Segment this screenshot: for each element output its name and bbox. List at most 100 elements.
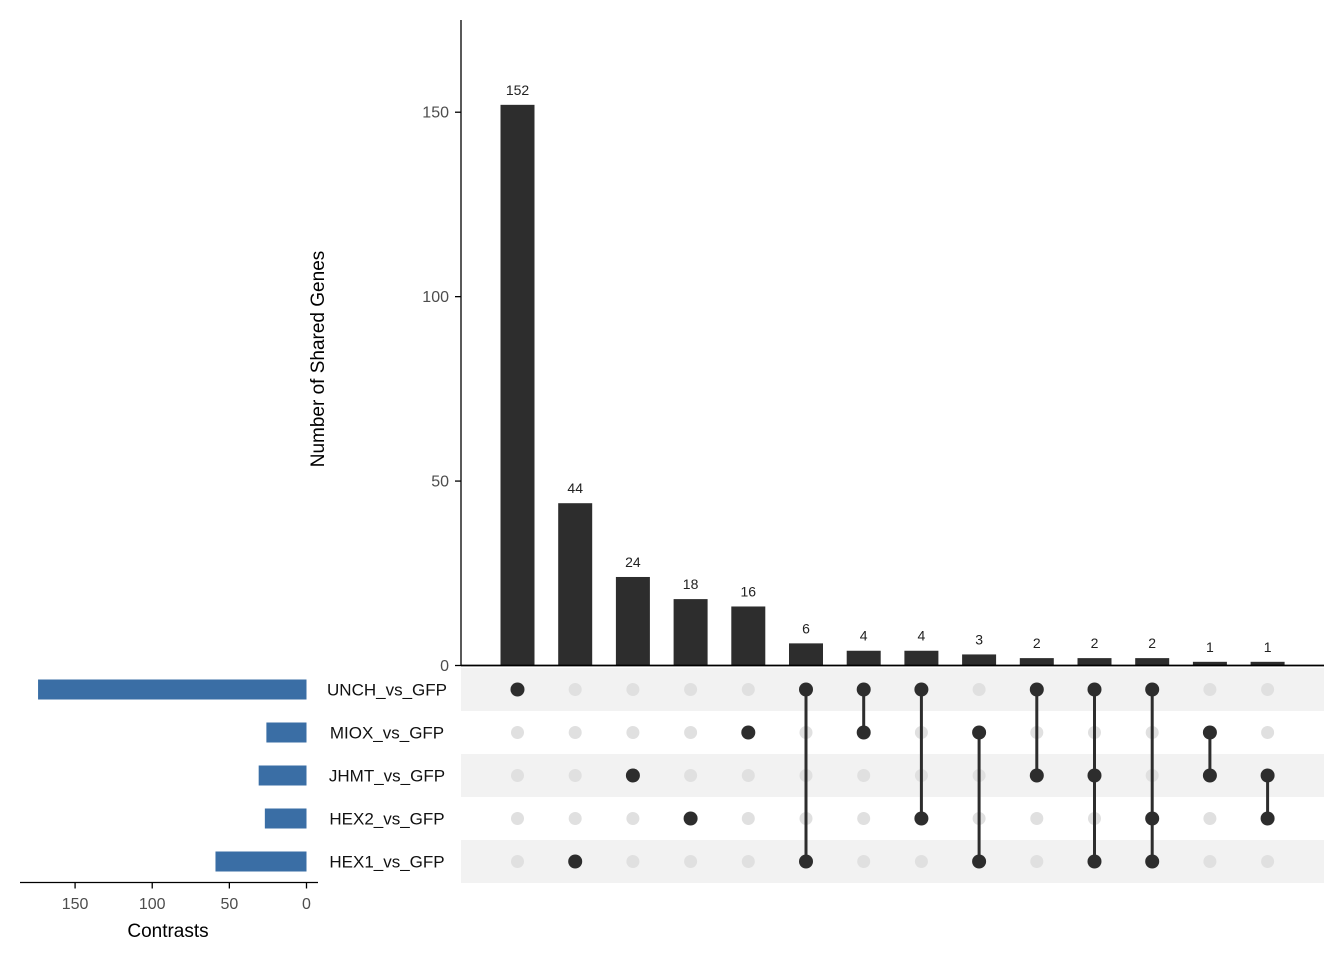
matrix-dot-active — [1202, 768, 1217, 783]
matrix-dot-inactive — [511, 769, 524, 782]
matrix-dot-inactive — [741, 683, 755, 696]
matrix-dot-inactive — [857, 855, 871, 868]
set-tick-label: 50 — [220, 896, 238, 913]
y-tick-label: 50 — [431, 474, 449, 491]
matrix-dot-inactive — [741, 812, 755, 825]
set-label: MIOX_vs_GFP — [330, 724, 444, 743]
intersection-bar — [1192, 661, 1227, 666]
matrix-dot-inactive — [626, 855, 640, 868]
matrix-dot-active — [510, 682, 525, 697]
matrix-dot-active — [972, 854, 987, 869]
intersection-bar — [500, 104, 535, 666]
set-label: JHMT_vs_GFP — [329, 767, 445, 786]
bar-value-label: 24 — [625, 554, 641, 570]
matrix-dot-active — [856, 725, 871, 740]
y-tick-label: 0 — [440, 658, 449, 675]
intersection-bar — [673, 599, 708, 666]
matrix-dot-inactive — [1261, 855, 1275, 868]
matrix-dot-inactive — [1203, 855, 1217, 868]
bar-value-label: 1 — [1206, 639, 1214, 655]
matrix-dot-inactive — [972, 683, 986, 696]
matrix-row-stripes — [461, 668, 1324, 883]
matrix-dot-active — [1145, 682, 1160, 697]
matrix-dot-active — [914, 682, 929, 697]
set-label: UNCH_vs_GFP — [327, 681, 447, 700]
matrix-dot-inactive — [626, 683, 640, 696]
matrix-dot-inactive — [568, 683, 582, 696]
bar-value-label: 2 — [1148, 635, 1156, 651]
set-tick-label: 150 — [62, 896, 89, 913]
bar-value-label: 4 — [860, 628, 868, 644]
matrix-dot-inactive — [857, 812, 871, 825]
matrix-dot-inactive — [684, 769, 698, 782]
set-label: HEX2_vs_GFP — [329, 810, 444, 829]
matrix-dot-active — [799, 854, 813, 869]
intersection-matrix — [510, 682, 1275, 869]
matrix-dot-inactive — [857, 769, 871, 782]
set-label: HEX1_vs_GFP — [329, 853, 444, 872]
intersection-bar — [846, 650, 881, 666]
matrix-dot-active — [683, 811, 698, 826]
matrix-stripe — [461, 754, 1324, 797]
matrix-dot-inactive — [511, 726, 524, 739]
set-axis-title: Contrasts — [127, 921, 208, 942]
matrix-dot-inactive — [568, 726, 582, 739]
intersection-y-axis: 0 50 100 150 — [422, 20, 1324, 675]
matrix-dot-active — [914, 811, 929, 826]
intersection-bar — [731, 606, 766, 666]
set-size-bar — [258, 765, 307, 786]
set-size-bars — [38, 679, 307, 872]
matrix-dot-active — [1087, 682, 1102, 697]
set-size-bar — [266, 722, 307, 743]
matrix-dot-active — [1260, 768, 1275, 783]
matrix-dot-inactive — [1030, 812, 1044, 825]
set-labels: UNCH_vs_GFP MIOX_vs_GFP JHMT_vs_GFP HEX2_vs… — [327, 681, 447, 872]
matrix-dot-active — [625, 768, 640, 783]
matrix-dot-active — [741, 725, 756, 740]
matrix-dot-active — [1260, 811, 1275, 826]
matrix-dot-active — [1087, 768, 1102, 783]
matrix-dot-active — [799, 682, 813, 697]
matrix-dot-inactive — [684, 726, 698, 739]
matrix-dot-inactive — [626, 726, 640, 739]
matrix-dot-active — [1087, 854, 1102, 869]
intersection-bar — [904, 650, 939, 666]
matrix-dot-inactive — [684, 683, 698, 696]
intersection-bar — [1250, 661, 1285, 666]
matrix-dot-inactive — [511, 812, 524, 825]
set-size-bar — [215, 851, 307, 872]
bar-value-label: 2 — [1091, 635, 1099, 651]
set-size-bar — [264, 808, 307, 829]
bar-value-label: 152 — [506, 82, 530, 98]
bar-value-label: 16 — [741, 583, 757, 599]
bar-value-label: 18 — [683, 576, 699, 592]
bar-value-label: 4 — [918, 628, 926, 644]
matrix-dot-inactive — [741, 769, 755, 782]
matrix-dot-inactive — [1203, 812, 1217, 825]
bar-value-label: 1 — [1264, 639, 1272, 655]
intersection-bar — [962, 654, 997, 666]
bar-value-label: 3 — [975, 631, 983, 647]
matrix-dot-inactive — [1261, 683, 1275, 696]
y-axis-title: Number of Shared Genes — [308, 251, 329, 468]
intersection-bar — [789, 643, 823, 666]
bar-value-label: 6 — [802, 620, 810, 636]
matrix-dot-inactive — [914, 855, 928, 868]
intersection-bar — [1135, 658, 1170, 666]
matrix-dot-active — [568, 854, 583, 869]
intersection-bar — [558, 503, 593, 666]
set-size-axis: 150 100 50 0 — [20, 881, 318, 913]
bar-value-label: 2 — [1033, 635, 1041, 651]
intersection-bar — [615, 576, 650, 666]
matrix-dot-active — [1202, 725, 1217, 740]
matrix-dot-inactive — [741, 855, 755, 868]
matrix-dot-active — [1029, 682, 1044, 697]
matrix-dot-inactive — [568, 812, 582, 825]
matrix-dot-inactive — [1030, 855, 1044, 868]
y-tick-label: 150 — [422, 105, 449, 122]
set-tick-label: 0 — [302, 896, 311, 913]
bar-value-label: 44 — [567, 480, 583, 496]
intersection-bar — [1077, 658, 1112, 666]
